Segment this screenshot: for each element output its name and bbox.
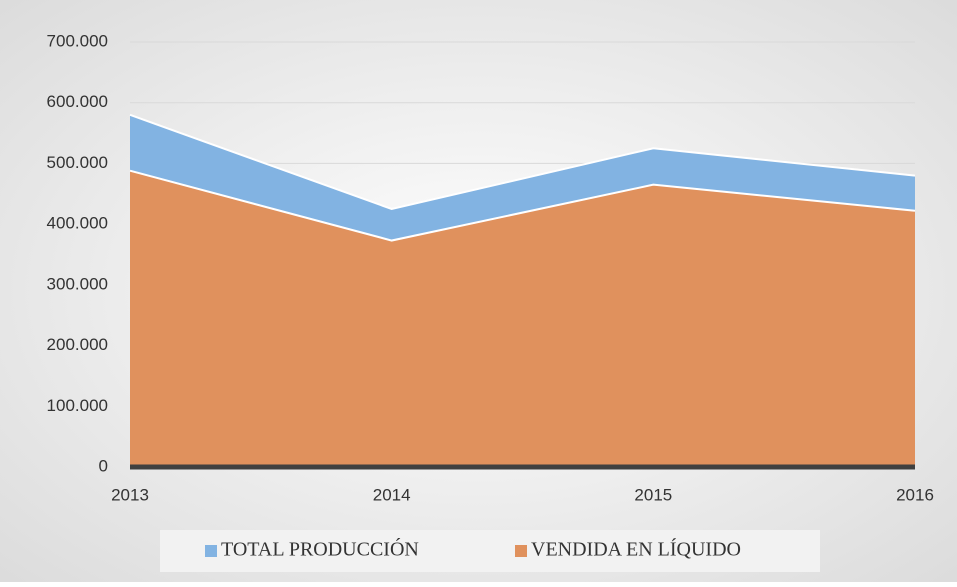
- y-tick-label: 700.000: [47, 31, 108, 50]
- y-tick-label: 100.000: [47, 396, 108, 415]
- area: [130, 170, 915, 467]
- legend-label: TOTAL PRODUCCIÓN: [221, 537, 419, 561]
- y-tick-label: 0: [99, 456, 108, 475]
- area-edge: [129, 169, 916, 242]
- y-tick-label: 500.000: [47, 153, 108, 172]
- legend-swatch: [205, 545, 217, 557]
- x-tick-label: 2016: [896, 485, 934, 504]
- y-tick-label: 400.000: [47, 214, 108, 233]
- legend-box: [160, 530, 820, 572]
- legend-swatch: [515, 545, 527, 557]
- y-tick-label: 600.000: [47, 92, 108, 111]
- x-tick-label: 2014: [373, 485, 411, 504]
- x-tick-label: 2015: [634, 485, 672, 504]
- x-tick-label: 2013: [111, 485, 149, 504]
- y-tick-label: 200.000: [47, 335, 108, 354]
- y-tick-label: 300.000: [47, 274, 108, 293]
- area-edge: [129, 113, 916, 211]
- legend-label: VENDIDA EN LÍQUIDO: [531, 538, 741, 561]
